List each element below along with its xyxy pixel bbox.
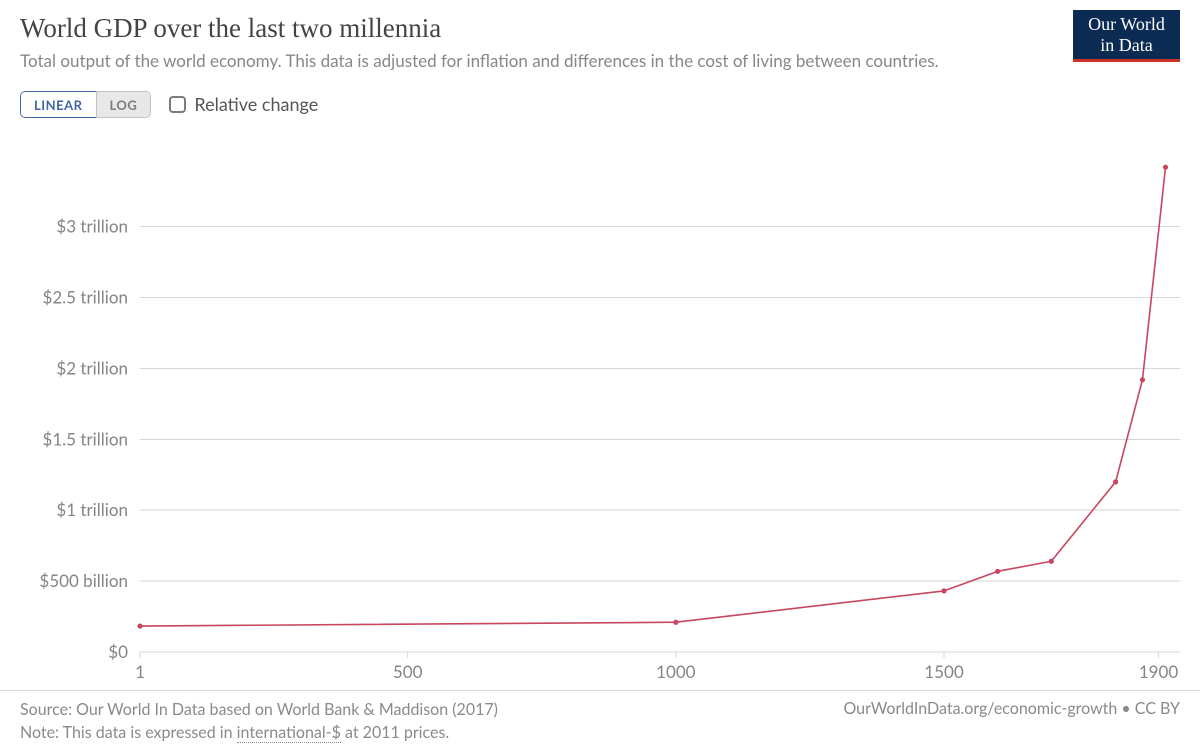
source-text: Source: Our World In Data based on World… [20, 699, 498, 721]
svg-text:$1.5 trillion: $1.5 trillion [42, 428, 128, 449]
footer-left: Source: Our World In Data based on World… [20, 699, 498, 744]
note-link[interactable]: international-$ [237, 723, 341, 743]
chart-title: World GDP over the last two millennia [20, 12, 1180, 46]
svg-text:$0: $0 [108, 641, 128, 662]
svg-text:1: 1 [135, 661, 145, 682]
svg-text:$1 trillion: $1 trillion [56, 499, 128, 520]
svg-text:1000: 1000 [656, 661, 696, 682]
attribution-text: OurWorldInData.org/economic-growth • CC … [843, 699, 1180, 744]
svg-text:$3 trillion: $3 trillion [56, 216, 128, 237]
svg-text:1500: 1500 [924, 661, 964, 682]
svg-text:$2.5 trillion: $2.5 trillion [42, 287, 128, 308]
chart-svg: $0 $500 billion $1 trillion $1.5 trillion $2… [0, 162, 1200, 692]
svg-text:1900: 1900 [1139, 661, 1179, 682]
chart-subtitle: Total output of the world economy. This … [20, 50, 980, 73]
chart-controls: LINEAR LOG Relative change [0, 73, 1200, 118]
chart-footer: Source: Our World In Data based on World… [0, 690, 1200, 754]
linear-button[interactable]: LINEAR [20, 91, 96, 118]
note-text: Note: This data is expressed in internat… [20, 722, 498, 744]
svg-text:$500 billion: $500 billion [39, 570, 128, 591]
relative-change-control[interactable]: Relative change [169, 93, 318, 115]
svg-text:500: 500 [393, 661, 423, 682]
owid-logo[interactable]: Our World in Data [1073, 10, 1180, 62]
scale-toggle: LINEAR LOG [20, 91, 151, 118]
chart-plot: $0 $500 billion $1 trillion $1.5 trillion $2… [0, 162, 1200, 692]
log-button[interactable]: LOG [96, 91, 152, 118]
svg-text:$2 trillion: $2 trillion [56, 357, 128, 378]
logo-line-1: Our World [1073, 14, 1180, 35]
logo-line-2: in Data [1073, 35, 1180, 56]
checkbox-icon [169, 96, 186, 113]
chart-header: World GDP over the last two millennia To… [0, 0, 1200, 73]
relative-change-label: Relative change [194, 93, 318, 115]
